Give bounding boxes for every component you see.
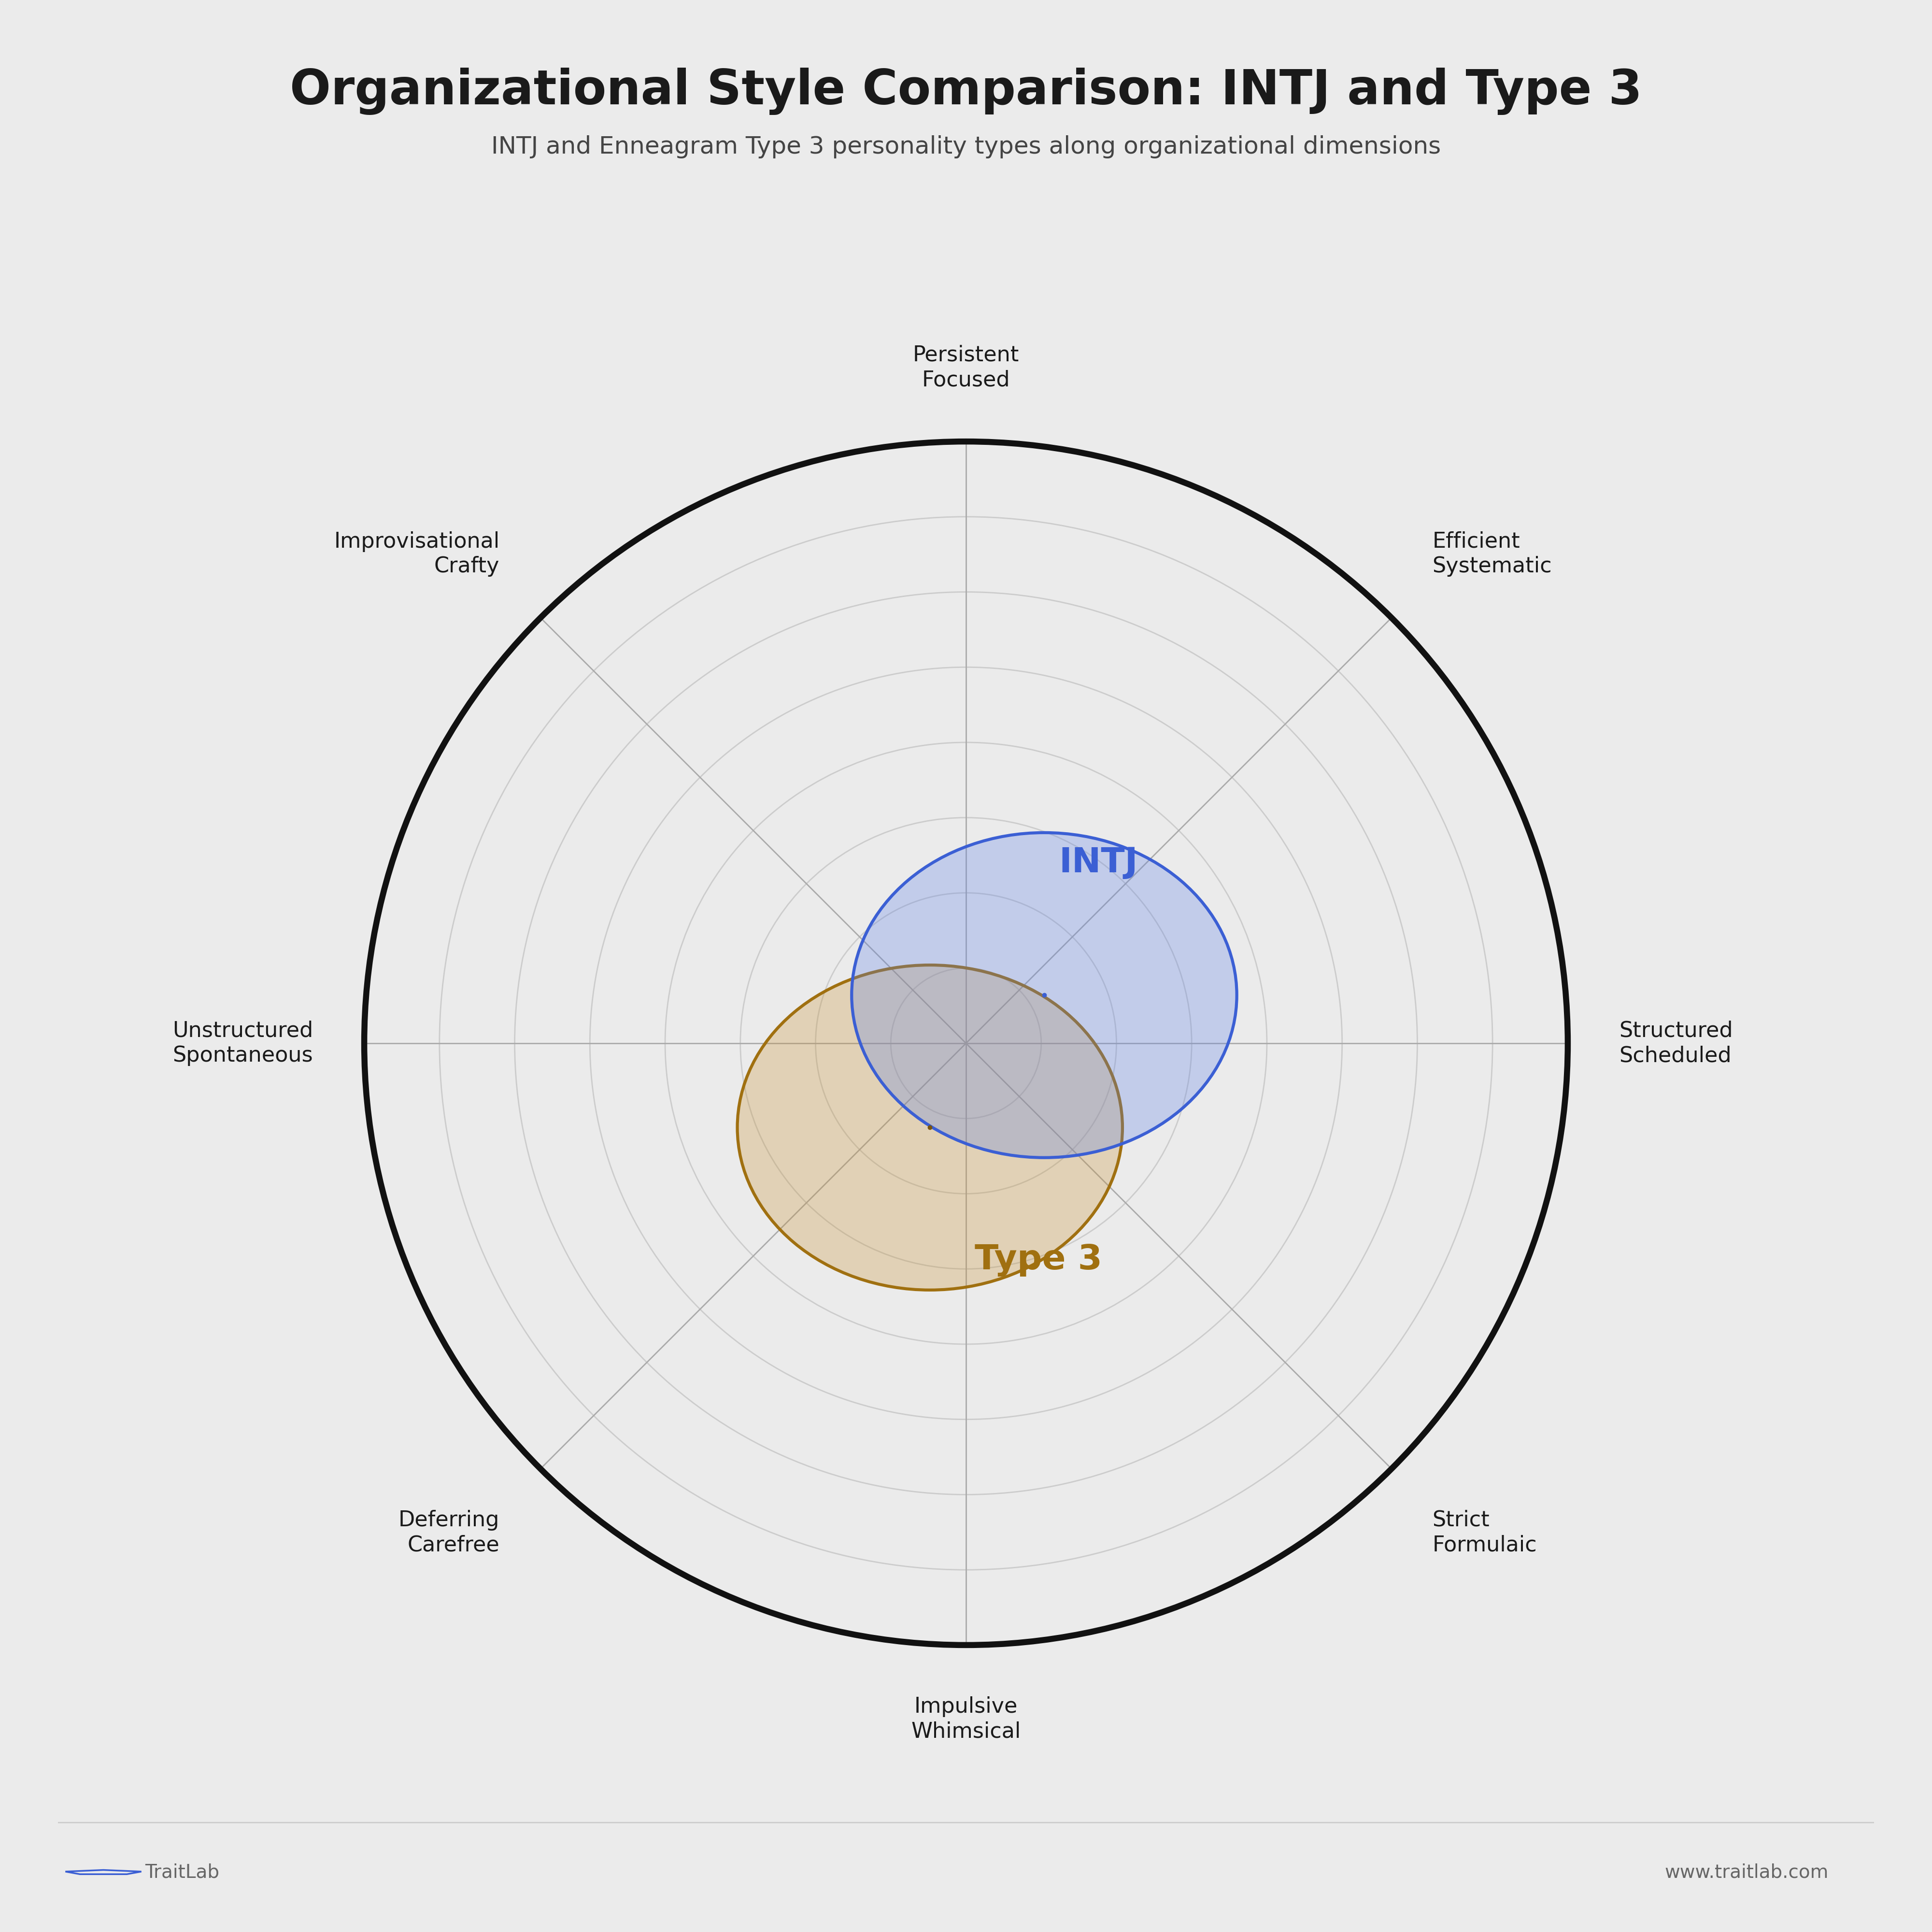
Ellipse shape — [852, 833, 1236, 1157]
Text: Type 3: Type 3 — [974, 1244, 1101, 1277]
Text: Unstructured
Spontaneous: Unstructured Spontaneous — [172, 1020, 313, 1066]
Text: Persistent
Focused: Persistent Focused — [912, 344, 1020, 390]
Text: Deferring
Carefree: Deferring Carefree — [398, 1509, 500, 1555]
Text: Strict
Formulaic: Strict Formulaic — [1432, 1509, 1538, 1555]
Text: Impulsive
Whimsical: Impulsive Whimsical — [912, 1696, 1020, 1743]
Text: INTJ and Enneagram Type 3 personality types along organizational dimensions: INTJ and Enneagram Type 3 personality ty… — [491, 135, 1441, 158]
Text: TraitLab: TraitLab — [145, 1862, 220, 1882]
Text: Improvisational
Crafty: Improvisational Crafty — [334, 531, 500, 578]
Text: www.traitlab.com: www.traitlab.com — [1665, 1862, 1828, 1882]
Text: INTJ: INTJ — [1059, 846, 1138, 879]
Text: Organizational Style Comparison: INTJ and Type 3: Organizational Style Comparison: INTJ an… — [290, 68, 1642, 116]
Text: Structured
Scheduled: Structured Scheduled — [1619, 1020, 1733, 1066]
Ellipse shape — [738, 966, 1122, 1291]
Text: Efficient
Systematic: Efficient Systematic — [1432, 531, 1551, 578]
